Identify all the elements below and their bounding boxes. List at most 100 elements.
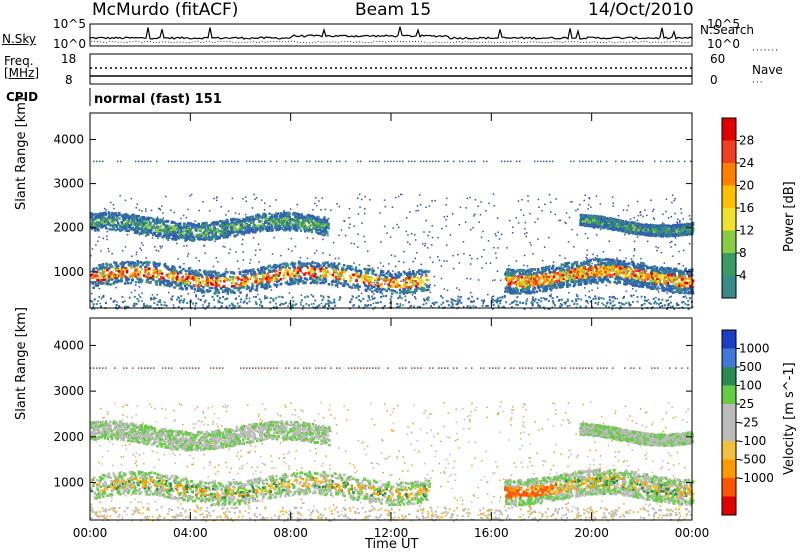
power-echo-cell [342,282,346,285]
power-echo-cell [379,272,383,275]
power-speckle [414,234,416,236]
power-echo-cell [346,283,350,286]
power-speckle [128,306,130,309]
power-echo-cell [409,290,412,294]
power-echo-cell [237,277,241,280]
power-speckle [359,275,362,278]
power-speckle [202,201,204,203]
power-echo-cell [325,267,328,270]
power-echo-cell [278,225,281,228]
power-range-artifact [198,160,200,163]
power-echo-cell [148,221,152,225]
power-speckle [142,244,144,246]
power-speckle [508,264,510,267]
power-echo-cell [209,282,213,285]
power-echo-cell [422,287,426,290]
power-range-artifact [192,160,194,163]
power-speckle [265,275,268,277]
power-speckle [249,278,252,281]
power-echo-cell [105,262,108,265]
power-speckle [630,258,633,260]
power-echo-cell [404,281,408,284]
power-speckle [524,228,526,230]
power-speckle [388,263,390,265]
power-echo-cell [383,278,386,281]
power-echo-cell [312,274,316,278]
power-echo-cell [173,266,176,269]
power-echo-cell [342,270,346,273]
power-echo-cell [110,265,114,268]
power-echo-cell [93,275,96,278]
power-echo-cell [171,238,175,241]
power-echo-cell [169,281,173,284]
power-echo-cell [186,236,189,240]
power-echo-cell [214,272,218,275]
power-speckle [676,221,678,223]
power-speckle [416,205,419,207]
power-speckle [379,212,381,214]
power-echo-cell [155,234,158,237]
power-speckle [415,210,417,212]
power-speckle [252,296,255,298]
power-echo-cell [239,291,242,294]
power-echo-cell [313,270,316,274]
power-echo-cell [535,290,539,293]
power-speckle [159,272,161,275]
power-echo-cell [183,284,187,287]
power-speckle [126,233,129,236]
power-speckle [530,307,532,310]
power-echo-cell [207,231,211,235]
power-range-artifact [177,160,179,163]
power-echo-cell [251,273,254,277]
power-echo-cell [317,215,320,219]
power-echo-cell [344,280,348,283]
power-echo-cell [217,291,220,294]
power-speckle [358,193,361,196]
power-echo-cell [159,219,162,223]
power-echo-cell [162,234,165,238]
power-speckle [222,245,224,248]
power-range-artifact [252,160,254,163]
power-echo-cell [669,267,672,270]
power-echo-cell [268,212,271,215]
power-echo-cell [364,277,367,281]
power-speckle [599,228,602,231]
power-echo-cell [255,281,258,285]
power-speckle [576,233,578,236]
power-echo-cell [185,287,189,290]
power-echo-cell [145,278,149,282]
power-echo-cell [119,272,122,276]
power-echo-cell [232,280,235,283]
power-speckle [565,212,568,214]
power-speckle [685,267,687,269]
power-echo-cell [242,277,245,281]
power-speckle [145,208,147,210]
power-speckle [185,216,188,219]
power-speckle [300,304,302,306]
power-range-artifact [549,160,551,163]
power-speckle [255,249,257,251]
power-speckle [306,257,309,260]
power-speckle [646,240,649,243]
power-echo-cell [212,280,215,283]
power-echo-cell [136,214,139,218]
power-echo-cell [147,217,151,220]
power-echo-cell [226,224,229,227]
power-speckle [559,219,562,222]
power-echo-cell [342,264,346,267]
power-echo-cell [242,270,245,274]
power-echo-cell [268,264,272,268]
power-speckle [589,296,592,299]
power-echo-cell [205,275,208,278]
power-speckle [661,222,664,224]
power-echo-cell [286,217,289,220]
power-echo-cell [532,275,535,278]
power-echo-cell [540,273,544,276]
power-echo-cell [270,276,273,280]
power-echo-cell [403,272,407,275]
power-echo-cell [410,285,413,288]
power-speckle [357,213,360,215]
power-echo-cell [187,275,191,278]
power-speckle [172,295,174,297]
power-speckle [567,241,570,243]
